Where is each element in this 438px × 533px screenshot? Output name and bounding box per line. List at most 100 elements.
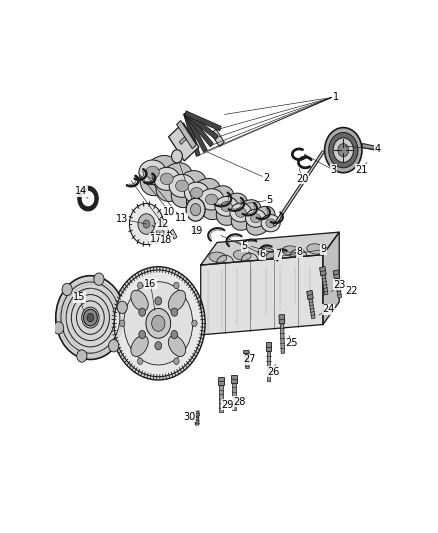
Circle shape bbox=[139, 330, 145, 338]
Circle shape bbox=[138, 214, 155, 235]
Ellipse shape bbox=[176, 180, 188, 191]
Polygon shape bbox=[211, 129, 224, 147]
Ellipse shape bbox=[187, 179, 220, 214]
Circle shape bbox=[78, 186, 98, 211]
Polygon shape bbox=[201, 255, 323, 335]
Ellipse shape bbox=[266, 219, 276, 228]
Text: 29: 29 bbox=[221, 400, 233, 409]
Circle shape bbox=[186, 198, 205, 221]
Circle shape bbox=[152, 316, 165, 332]
Text: 12: 12 bbox=[156, 219, 169, 229]
Circle shape bbox=[143, 220, 150, 228]
Ellipse shape bbox=[233, 250, 251, 261]
Ellipse shape bbox=[199, 189, 224, 210]
Polygon shape bbox=[267, 351, 270, 381]
Polygon shape bbox=[231, 375, 237, 383]
Ellipse shape bbox=[146, 166, 159, 179]
Ellipse shape bbox=[261, 215, 280, 232]
Circle shape bbox=[146, 309, 171, 338]
Circle shape bbox=[328, 133, 358, 168]
Text: 14: 14 bbox=[75, 186, 87, 196]
Ellipse shape bbox=[235, 208, 246, 217]
Ellipse shape bbox=[215, 197, 238, 216]
Circle shape bbox=[120, 320, 125, 327]
Ellipse shape bbox=[201, 186, 234, 220]
Text: 25: 25 bbox=[286, 338, 298, 348]
Circle shape bbox=[84, 309, 97, 326]
Polygon shape bbox=[245, 356, 249, 369]
Circle shape bbox=[157, 228, 163, 236]
Text: 28: 28 bbox=[233, 397, 245, 407]
Text: 21: 21 bbox=[355, 165, 367, 175]
Ellipse shape bbox=[209, 252, 226, 262]
Text: 27: 27 bbox=[244, 354, 256, 365]
Ellipse shape bbox=[307, 244, 325, 254]
Polygon shape bbox=[362, 143, 375, 150]
Circle shape bbox=[114, 270, 202, 377]
Ellipse shape bbox=[140, 156, 178, 196]
Text: 15: 15 bbox=[73, 292, 85, 302]
Polygon shape bbox=[219, 377, 224, 385]
Ellipse shape bbox=[247, 206, 275, 235]
Ellipse shape bbox=[131, 290, 148, 311]
Polygon shape bbox=[201, 232, 339, 265]
Circle shape bbox=[172, 150, 182, 163]
Text: 22: 22 bbox=[345, 286, 357, 295]
Polygon shape bbox=[177, 120, 196, 149]
Circle shape bbox=[171, 308, 178, 316]
Polygon shape bbox=[244, 350, 249, 357]
Circle shape bbox=[139, 308, 145, 316]
Circle shape bbox=[138, 282, 143, 289]
Circle shape bbox=[155, 297, 162, 305]
Polygon shape bbox=[320, 266, 326, 276]
Text: 2: 2 bbox=[263, 173, 269, 183]
Polygon shape bbox=[195, 416, 199, 425]
Ellipse shape bbox=[184, 182, 209, 204]
Polygon shape bbox=[184, 111, 218, 140]
Text: 11: 11 bbox=[175, 213, 187, 223]
Polygon shape bbox=[219, 385, 223, 412]
Text: 18: 18 bbox=[160, 236, 172, 245]
Ellipse shape bbox=[139, 160, 166, 184]
Polygon shape bbox=[322, 275, 328, 295]
Text: 8: 8 bbox=[297, 247, 303, 257]
Circle shape bbox=[173, 282, 179, 289]
Ellipse shape bbox=[283, 246, 300, 256]
Text: 16: 16 bbox=[145, 279, 157, 288]
Circle shape bbox=[138, 358, 143, 365]
Circle shape bbox=[155, 342, 162, 350]
Ellipse shape bbox=[131, 335, 148, 357]
Polygon shape bbox=[333, 270, 340, 279]
Text: 26: 26 bbox=[267, 367, 279, 377]
Text: 20: 20 bbox=[297, 174, 309, 184]
Circle shape bbox=[191, 204, 201, 216]
Ellipse shape bbox=[154, 167, 180, 190]
Circle shape bbox=[325, 127, 362, 173]
Text: 13: 13 bbox=[116, 214, 128, 224]
Polygon shape bbox=[280, 324, 285, 353]
Ellipse shape bbox=[251, 214, 261, 223]
Text: 6: 6 bbox=[259, 249, 265, 260]
Ellipse shape bbox=[171, 171, 206, 208]
Text: 23: 23 bbox=[333, 280, 346, 290]
Polygon shape bbox=[184, 112, 207, 152]
Text: 19: 19 bbox=[191, 227, 203, 237]
Circle shape bbox=[192, 320, 197, 327]
Circle shape bbox=[111, 266, 205, 380]
Circle shape bbox=[130, 204, 163, 245]
Circle shape bbox=[173, 358, 179, 365]
Ellipse shape bbox=[156, 163, 193, 201]
Ellipse shape bbox=[216, 193, 247, 225]
Circle shape bbox=[53, 322, 64, 334]
Text: 1: 1 bbox=[333, 92, 339, 102]
Polygon shape bbox=[185, 111, 221, 131]
Circle shape bbox=[62, 283, 72, 296]
Polygon shape bbox=[232, 383, 236, 409]
Polygon shape bbox=[169, 123, 199, 161]
Text: 5: 5 bbox=[266, 195, 272, 205]
Circle shape bbox=[77, 350, 87, 362]
Ellipse shape bbox=[246, 209, 266, 227]
Polygon shape bbox=[179, 137, 186, 144]
Polygon shape bbox=[307, 290, 313, 300]
Polygon shape bbox=[266, 342, 271, 351]
